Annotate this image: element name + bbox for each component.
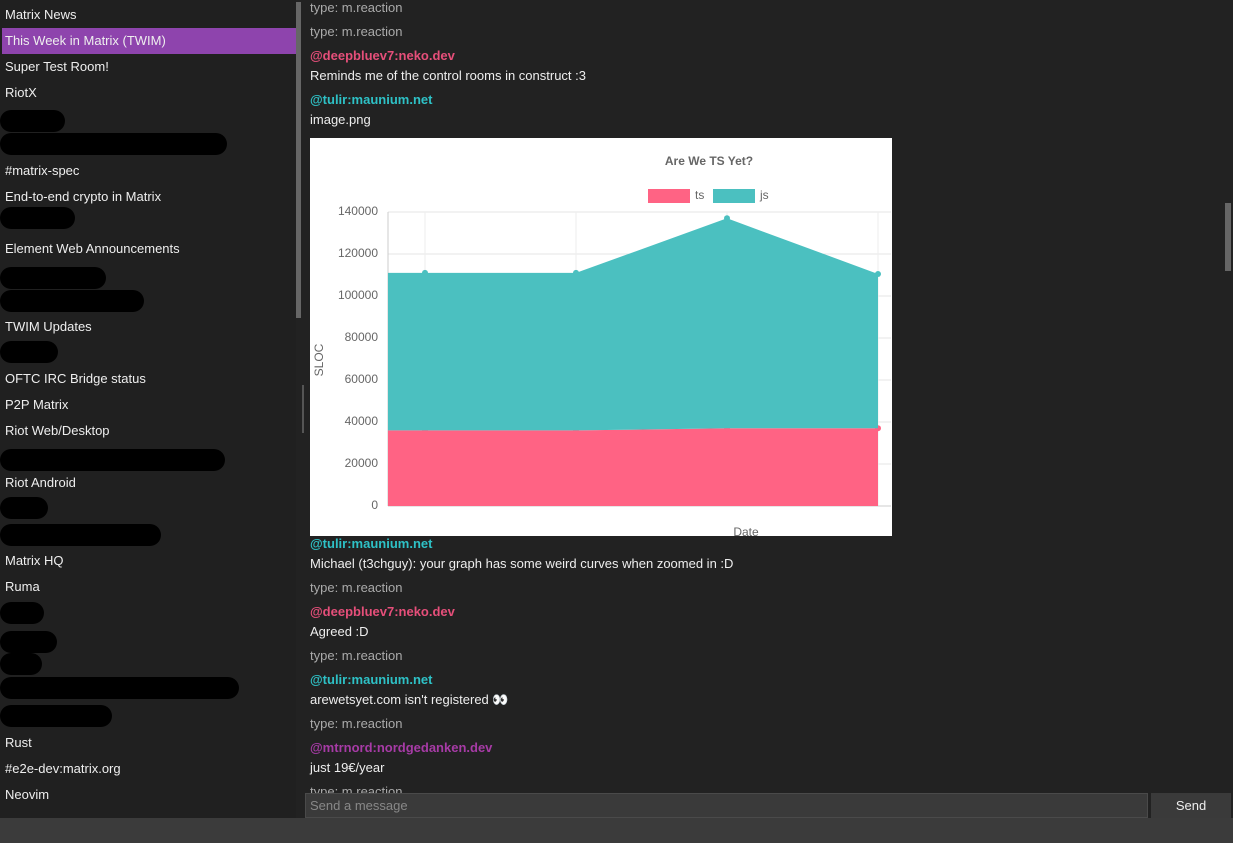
legend-swatch [713,189,755,203]
area-js [388,218,878,431]
message-body: Reminds me of the control rooms in const… [310,68,587,83]
room-list: Matrix News This Week in Matrix (TWIM) Sup… [0,0,296,818]
room-item[interactable]: Riot Web/Desktop [5,423,110,438]
y-tick-label: 140000 [338,204,378,218]
y-tick-label: 0 [371,498,378,512]
redacted-room [0,110,65,132]
room-item[interactable]: TWIM Updates [5,319,92,334]
y-tick-label: 80000 [345,330,379,344]
room-item[interactable]: Rust [5,735,32,750]
message-body: arewetsyet.com isn't registered 👀 [310,692,509,707]
redacted-room [0,267,106,289]
redacted-room [0,497,48,519]
room-item[interactable]: #e2e-dev:matrix.org [5,761,121,776]
room-item[interactable]: OFTC IRC Bridge status [5,371,146,386]
room-item[interactable]: Ruma [5,579,40,594]
redacted-room [0,341,58,363]
room-item[interactable]: RiotX [5,85,37,100]
message-body: Agreed :D [310,624,369,639]
sender-name[interactable]: @tulir:maunium.net [310,92,433,107]
y-tick-label: 20000 [345,456,379,470]
reaction-event: type: m.reaction [310,784,403,793]
timeline: type: m.reaction type: m.reaction @deepblu… [302,0,1224,793]
point [724,215,730,222]
redacted-room [0,653,42,675]
room-item[interactable]: Matrix News [5,7,77,22]
legend-label: js [759,188,769,202]
room-item-partial [0,808,296,818]
point [875,270,881,277]
sender-name[interactable]: @tulir:maunium.net [310,672,433,687]
chart-title: Are We TS Yet? [665,154,753,168]
redacted-room [0,207,75,229]
redacted-room [0,524,161,546]
room-item[interactable]: Super Test Room! [5,59,109,74]
timeline-scrollbar[interactable] [1225,203,1231,271]
message-body: just 19€/year [310,760,385,775]
reaction-event: type: m.reaction [310,0,403,15]
legend-label: ts [695,188,704,202]
status-bar [0,818,1233,843]
sender-name[interactable]: @mtrnord:nordgedanken.dev [310,740,493,755]
y-tick-label: 40000 [345,414,379,428]
redacted-room [0,290,144,312]
redacted-room [0,705,112,727]
redacted-room [0,631,57,653]
room-item[interactable]: #matrix-spec [5,163,80,178]
sender-name[interactable]: @tulir:maunium.net [310,536,433,551]
redacted-room [0,602,44,624]
room-item[interactable]: This Week in Matrix (TWIM) [2,28,296,54]
reaction-event: type: m.reaction [310,24,403,39]
sidebar-scrollbar [296,2,301,318]
y-tick-label: 100000 [338,288,378,302]
send-button[interactable]: Send [1151,793,1231,818]
room-item[interactable]: Element Web Announcements [5,241,180,256]
redacted-room [0,133,227,155]
redacted-room [0,677,239,699]
sender-name[interactable]: @deepbluev7:neko.dev [310,604,455,619]
y-tick-label: 60000 [345,372,379,386]
reaction-event: type: m.reaction [310,580,403,595]
point [422,269,428,276]
legend-swatch [648,189,690,203]
room-item[interactable]: Riot Android [5,475,76,490]
message-body: image.png [310,112,371,127]
sender-name[interactable]: @deepbluev7:neko.dev [310,48,455,63]
image-chart[interactable]: Are We TS Yet? 0 20000 40000 60000 80000 10000… [310,138,892,536]
message-body: Michael (t3chguy): your graph has some w… [310,556,734,571]
room-item[interactable]: Matrix HQ [5,553,64,568]
resize-handle[interactable] [302,385,304,433]
x-axis-label: Date [733,525,759,536]
room-item[interactable]: End-to-end crypto in Matrix [5,189,162,204]
area-ts [388,428,878,506]
redacted-room [0,449,225,471]
reaction-event: type: m.reaction [310,716,403,731]
reaction-event: type: m.reaction [310,648,403,663]
y-tick-label: 120000 [338,246,378,260]
room-item[interactable]: P2P Matrix [5,397,69,412]
y-axis-label: SLOC [312,343,326,376]
message-input[interactable]: Send a message [305,793,1148,818]
room-item[interactable]: Neovim [5,787,50,802]
point [573,269,579,276]
